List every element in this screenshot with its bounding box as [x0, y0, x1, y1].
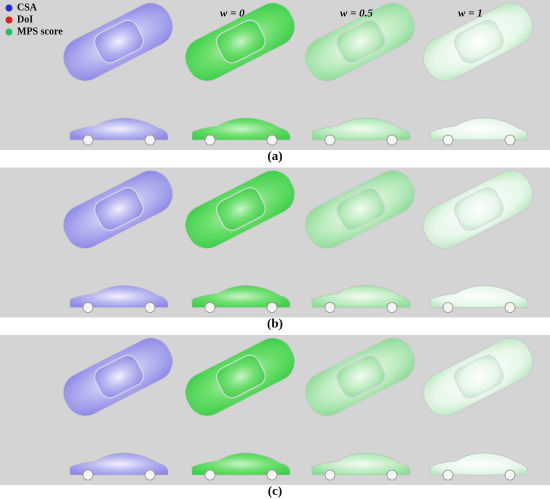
- column-header: w = 1: [458, 8, 483, 20]
- car-side-body: [429, 285, 529, 308]
- legend-label: DoI: [17, 14, 33, 25]
- car-wheel: [82, 302, 94, 313]
- car-side-body: [191, 285, 291, 308]
- car-roof: [93, 187, 144, 231]
- car-side-view: [191, 452, 291, 481]
- car-top-view: [422, 2, 534, 82]
- car-side-body: [311, 285, 411, 308]
- car-wheel: [82, 134, 94, 146]
- car-wheel: [504, 134, 516, 146]
- car-roof: [335, 19, 386, 64]
- legend-label: CSA: [17, 2, 38, 13]
- car-side-body: [69, 117, 169, 141]
- car-wheel: [386, 469, 398, 481]
- car-wheel: [324, 134, 336, 146]
- car-roof: [215, 187, 266, 231]
- car-side-body: [429, 117, 529, 141]
- car-wheel: [442, 302, 454, 313]
- car-side-view: [191, 285, 291, 313]
- car-side-view: [69, 117, 169, 146]
- car-wheel: [204, 134, 216, 146]
- car-wheel: [266, 134, 278, 146]
- car-side-view: [429, 285, 529, 313]
- car-wheel: [386, 134, 398, 146]
- car-roof: [335, 187, 386, 231]
- car-top-view: [422, 337, 534, 417]
- car-side-body: [69, 285, 169, 308]
- car-top-view: [62, 2, 174, 82]
- car-wheel: [266, 469, 278, 481]
- car-wheel: [442, 469, 454, 481]
- car-wheel: [442, 134, 454, 146]
- car-side-view: [69, 452, 169, 481]
- car-top-view: [304, 337, 416, 417]
- car-roof: [215, 19, 266, 64]
- car-wheel: [504, 302, 516, 313]
- car-top-view: [62, 337, 174, 417]
- car-side-body: [311, 452, 411, 476]
- legend-dot: [5, 16, 13, 24]
- car-side-body: [191, 117, 291, 141]
- car-roof: [93, 19, 144, 64]
- car-wheel: [266, 302, 278, 313]
- car-wheel: [204, 302, 216, 313]
- legend-dot: [5, 28, 13, 36]
- car-wheel: [324, 302, 336, 313]
- car-side-body: [311, 117, 411, 141]
- car-top-view: [304, 170, 416, 249]
- car-side-view: [69, 285, 169, 313]
- car-roof: [453, 354, 504, 399]
- car-wheel: [144, 302, 156, 313]
- car-roof: [453, 19, 504, 64]
- panel-caption: (c): [268, 483, 282, 498]
- car-side-body: [429, 452, 529, 476]
- car-side-view: [311, 285, 411, 313]
- panel-caption: (a): [267, 148, 282, 163]
- car-roof: [93, 354, 144, 399]
- car-side-body: [69, 452, 169, 476]
- car-wheel: [82, 469, 94, 481]
- car-roof: [335, 354, 386, 399]
- panel-caption: (b): [267, 315, 283, 330]
- car-wheel: [204, 469, 216, 481]
- car-top-view: [184, 2, 296, 82]
- car-wheel: [504, 469, 516, 481]
- legend-label: MPS score: [17, 26, 63, 37]
- car-top-view: [62, 170, 174, 249]
- car-side-view: [191, 117, 291, 146]
- car-side-body: [191, 452, 291, 476]
- car-wheel: [144, 134, 156, 146]
- car-top-view: [422, 170, 534, 249]
- column-header: w = 0: [220, 8, 245, 20]
- column-header: w = 0.5: [340, 8, 373, 20]
- car-side-view: [429, 117, 529, 146]
- car-top-view: [304, 2, 416, 82]
- car-wheel: [386, 302, 398, 313]
- car-top-view: [184, 170, 296, 249]
- car-wheel: [144, 469, 156, 481]
- car-side-view: [311, 452, 411, 481]
- car-side-view: [311, 117, 411, 146]
- legend-dot: [5, 4, 13, 12]
- car-top-view: [184, 337, 296, 417]
- car-roof: [453, 187, 504, 231]
- car-wheel: [324, 469, 336, 481]
- car-side-view: [429, 452, 529, 481]
- car-roof: [215, 354, 266, 399]
